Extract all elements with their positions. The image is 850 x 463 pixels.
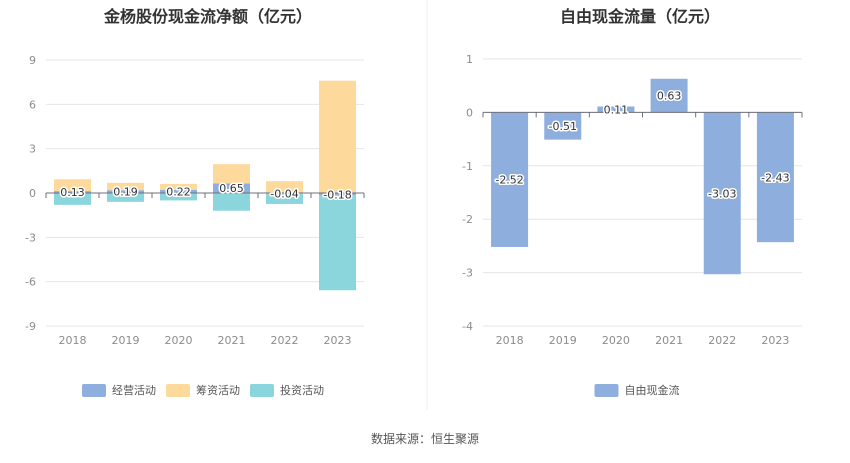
y-tick-label: 0	[466, 106, 473, 119]
legend-item[interactable]: 经营活动	[82, 383, 156, 397]
data-label: -2.52	[495, 174, 523, 187]
legend-label: 筹资活动	[196, 383, 240, 397]
bar-2	[160, 183, 197, 190]
data-label: -0.51	[549, 120, 577, 133]
bar-2	[266, 181, 303, 193]
bar-1	[160, 189, 197, 193]
legend-label: 经营活动	[112, 383, 156, 397]
bar-2	[107, 182, 144, 191]
data-label: -0.18	[323, 188, 351, 201]
x-tick-label: 2020	[165, 334, 193, 347]
y-tick-label: 9	[29, 54, 36, 67]
bar-1	[213, 183, 250, 193]
x-tick-label: 2019	[112, 334, 140, 347]
x-tick-label: 2023	[324, 334, 352, 347]
legend-label: 投资活动	[280, 383, 324, 397]
cashflow-net-chart: 金杨股份现金流净额（亿元） 9 6 3 0 -3 -6 -9 2018 2019 2020 2021…	[25, 7, 365, 397]
bar-1	[54, 191, 91, 193]
bar-3	[160, 193, 197, 201]
legend-swatch	[82, 384, 106, 397]
y-tick-label: 3	[29, 143, 36, 156]
x-tick-label: 2023	[761, 334, 789, 347]
data-label: 0.13	[60, 186, 85, 199]
legend-swatch	[166, 384, 190, 397]
bar-1	[544, 112, 582, 140]
data-label: -0.04	[270, 187, 298, 200]
legend-swatch	[250, 384, 274, 397]
bar-1	[319, 193, 356, 196]
bar-2	[54, 179, 91, 192]
y-tick-label: -1	[462, 160, 473, 173]
y-tick-label: -3	[462, 267, 473, 280]
x-tick-label: 2018	[59, 334, 87, 347]
data-label: 0.11	[604, 103, 629, 116]
y-tick-label: 1	[466, 53, 473, 66]
x-tick-label: 2022	[708, 334, 736, 347]
bar-2	[319, 80, 356, 193]
y-tick-label: -3	[25, 231, 36, 244]
bar-1	[650, 78, 688, 113]
data-label: 0.22	[166, 185, 191, 198]
bar-3	[266, 193, 303, 204]
bar-3	[319, 195, 356, 291]
legend-item[interactable]: 筹资活动	[166, 383, 240, 397]
y-tick-label: 0	[29, 187, 36, 200]
bar-2	[213, 164, 250, 184]
chart1-title: 金杨股份现金流净额（亿元）	[103, 7, 312, 26]
bar-1	[107, 190, 144, 193]
bar-3	[213, 193, 250, 211]
data-label: 0.63	[657, 90, 682, 103]
bar-3	[54, 193, 91, 205]
bar-1	[597, 106, 635, 113]
x-tick-label: 2021	[218, 334, 246, 347]
y-tick-label: -6	[25, 276, 36, 289]
y-tick-label: -2	[462, 213, 473, 226]
bar-1	[703, 112, 741, 275]
free-cashflow-chart: 自由现金流量（亿元） 1 0 -1 -2 -3 -4 2018 2019 2020 2021 202…	[462, 7, 803, 397]
y-tick-label: 6	[29, 98, 36, 111]
bar-1	[491, 112, 529, 247]
data-label: -3.03	[708, 187, 736, 200]
bar-3	[107, 193, 144, 202]
bar-1	[756, 112, 794, 243]
legend-label: 自由现金流	[625, 383, 680, 397]
x-tick-label: 2018	[496, 334, 524, 347]
x-tick-label: 2022	[271, 334, 299, 347]
legend-item[interactable]: 自由现金流	[594, 383, 680, 397]
source-note: 数据来源：恒生聚源	[371, 431, 479, 446]
data-label: -2.43	[761, 171, 789, 184]
legend-swatch	[594, 384, 619, 397]
y-tick-label: -9	[25, 320, 36, 333]
y-tick-label: -4	[462, 320, 473, 333]
x-tick-label: 2021	[655, 334, 683, 347]
legend-item[interactable]: 投资活动	[250, 383, 324, 397]
chart2-title: 自由现金流量（亿元）	[560, 7, 720, 26]
x-tick-label: 2019	[549, 334, 577, 347]
data-label: 0.19	[113, 186, 138, 199]
data-label: 0.65	[219, 182, 244, 195]
x-tick-label: 2020	[602, 334, 630, 347]
